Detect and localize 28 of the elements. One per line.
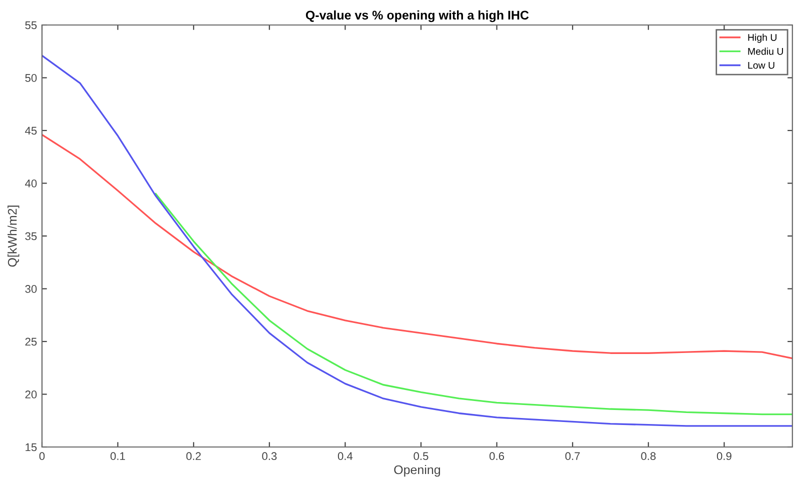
x-tick-label: 0.7 bbox=[565, 452, 580, 460]
legend-label: High U bbox=[748, 34, 776, 43]
x-tick-label: 0.2 bbox=[186, 452, 201, 460]
x-tick-label: 0.1 bbox=[110, 452, 125, 460]
y-tick-label: 55 bbox=[25, 21, 37, 30]
y-axis-title: Q[kWh/m2] bbox=[8, 206, 20, 267]
x-tick-label: 0.9 bbox=[716, 452, 732, 460]
legend-label: Low U bbox=[748, 62, 774, 69]
x-tick-label: 0.5 bbox=[414, 452, 428, 460]
y-tick-label: 35 bbox=[25, 232, 37, 240]
y-tick-label: 25 bbox=[25, 338, 37, 346]
x-tick-label: 0.4 bbox=[338, 452, 353, 460]
legend-label: Mediu U bbox=[748, 48, 783, 55]
y-tick-label: 45 bbox=[25, 126, 37, 135]
line-series bbox=[154, 192, 792, 416]
x-tick-label: 0.3 bbox=[262, 452, 277, 460]
y-tick-label: 50 bbox=[25, 74, 37, 82]
x-tick-label: 0.8 bbox=[641, 452, 656, 460]
y-tick-label: 20 bbox=[25, 390, 37, 398]
x-tick-label: 0.6 bbox=[490, 452, 504, 460]
line-series bbox=[42, 134, 792, 360]
y-tick-label: 30 bbox=[25, 285, 37, 293]
line-series bbox=[42, 54, 792, 427]
x-axis-title: Opening bbox=[394, 464, 440, 477]
y-tick-label: 15 bbox=[26, 443, 37, 452]
x-tick-label: 0 bbox=[39, 452, 45, 460]
y-tick-label: 40 bbox=[25, 180, 37, 188]
chart-title: Q-value vs % opening with a high IHC bbox=[306, 10, 529, 22]
